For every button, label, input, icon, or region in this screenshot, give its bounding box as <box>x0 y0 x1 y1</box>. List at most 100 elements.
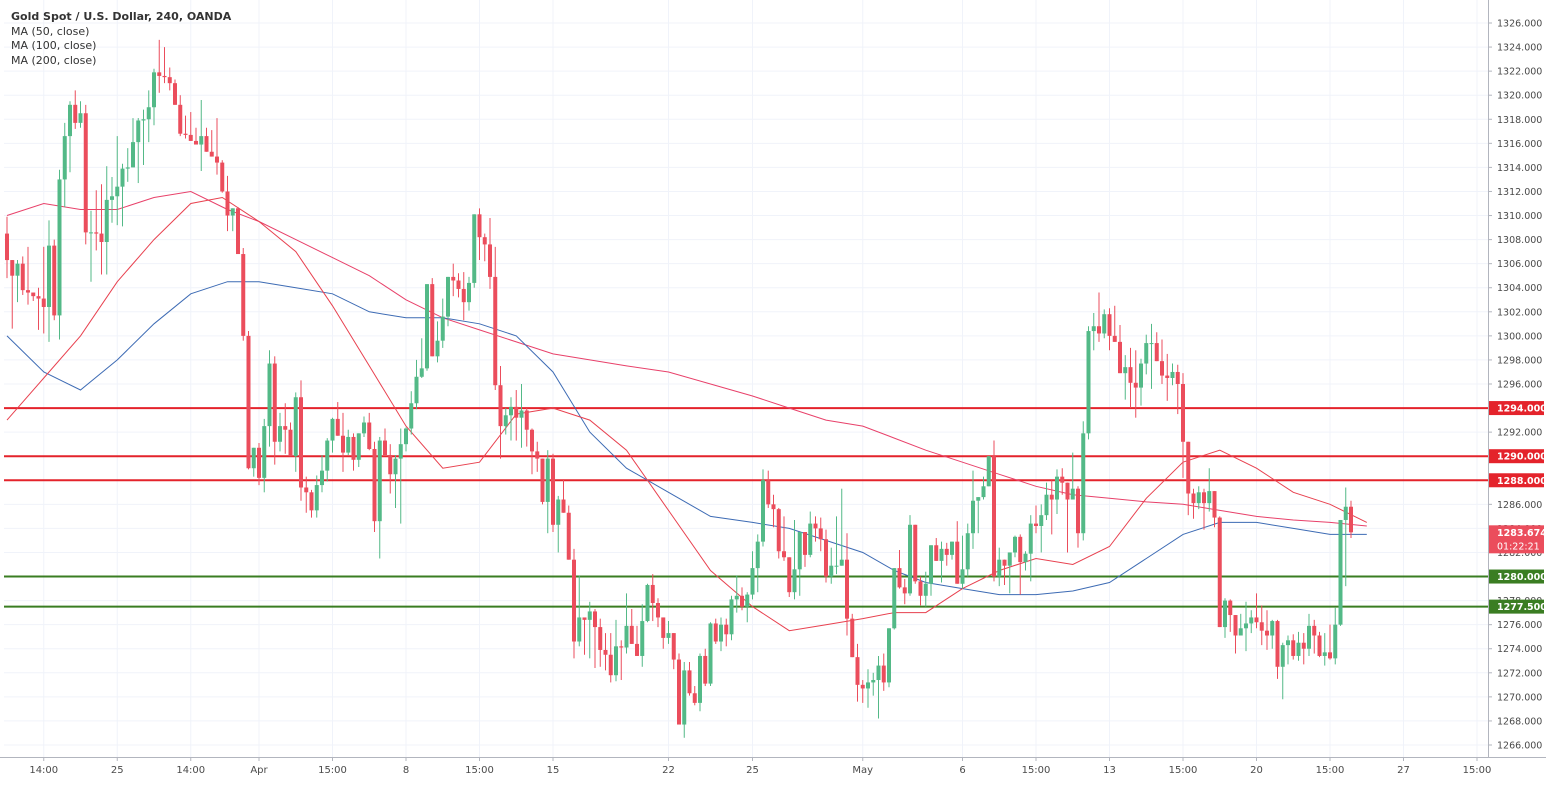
time-tick-label: 15:00 <box>465 765 494 776</box>
candle-body <box>902 587 907 594</box>
candle-body <box>1002 559 1007 566</box>
price-tick-label: 1304.000 <box>1497 283 1542 294</box>
candle-body <box>456 280 461 289</box>
candle-body <box>561 499 566 513</box>
candle-body <box>981 486 986 498</box>
candle-body <box>850 618 855 658</box>
candle-body <box>362 422 366 434</box>
candle-body <box>986 456 991 487</box>
last-price-badge[interactable] <box>1489 525 1544 554</box>
level-badge[interactable] <box>1489 401 1544 416</box>
candle-body <box>1081 433 1086 534</box>
level-badge[interactable] <box>1489 599 1544 614</box>
time-tick-label: 15:00 <box>1022 765 1051 776</box>
price-tick-label: 1324.000 <box>1497 43 1542 54</box>
candle-body <box>246 335 251 469</box>
candle-body <box>887 628 891 683</box>
time-tick-label: 22 <box>662 765 675 776</box>
candle-body <box>215 156 219 163</box>
candle-body <box>299 397 303 488</box>
candle-body <box>498 385 503 427</box>
level-badge-label: 1290.000 <box>1497 452 1546 463</box>
candle-body <box>325 440 330 471</box>
price-tick-label: 1266.000 <box>1497 741 1542 752</box>
candle-body <box>1233 615 1238 636</box>
candle-body <box>335 418 340 436</box>
candle-body <box>913 524 918 582</box>
candle-body <box>1207 491 1212 504</box>
candle-body <box>1228 600 1233 616</box>
candle-body <box>666 633 671 638</box>
candle-body <box>729 599 734 635</box>
price-tick-label: 1296.000 <box>1497 380 1542 391</box>
candle-body <box>383 440 387 455</box>
time-tick-label: 8 <box>403 765 409 776</box>
price-tick-label: 1302.000 <box>1497 307 1542 318</box>
candle-body <box>1170 371 1175 378</box>
candle-body <box>545 458 550 502</box>
indicator-ma200[interactable]: MA (200, close) <box>11 53 97 67</box>
candle-body <box>640 621 645 656</box>
candle-body <box>1091 326 1096 332</box>
price-tick-label: 1320.000 <box>1497 91 1542 102</box>
candle-body <box>918 581 923 596</box>
candle-body <box>535 451 540 459</box>
candle-body <box>514 406 519 418</box>
candle-body <box>776 509 781 552</box>
candle-body <box>1070 488 1075 500</box>
price-tick-label: 1312.000 <box>1497 187 1542 198</box>
candle-body <box>519 410 524 418</box>
candle-body <box>230 208 235 216</box>
candle-body <box>582 617 587 620</box>
candle-body <box>99 233 104 243</box>
candle-body <box>1034 523 1038 526</box>
time-axis[interactable]: 14:00 25 14:00 Apr 15:00 8 15:00 15 22 25 May 6 15:0… <box>0 757 1546 785</box>
candle-body <box>141 119 146 121</box>
level-badge-label: 1294.000 <box>1497 404 1546 415</box>
candle-body <box>839 559 844 566</box>
candle-body <box>929 545 933 584</box>
candle-body <box>178 104 183 134</box>
candle-body <box>367 422 372 449</box>
candle-body <box>955 541 960 584</box>
candle-body <box>624 625 629 648</box>
level-badge-label: 1288.000 <box>1497 476 1546 487</box>
candle-body <box>866 682 870 689</box>
candle-body <box>603 649 608 655</box>
candle-body <box>908 524 912 594</box>
candle-body <box>782 551 786 558</box>
candle-body <box>509 406 513 416</box>
indicator-ma100[interactable]: MA (100, close) <box>11 39 97 52</box>
level-badge[interactable] <box>1489 449 1544 464</box>
candle-body <box>89 232 93 234</box>
price-tick-label: 1326.000 <box>1497 19 1542 30</box>
candle-body <box>409 403 414 429</box>
candle-body <box>136 120 141 143</box>
candle-body <box>110 196 114 200</box>
indicator-ma50[interactable]: MA (50, close) <box>11 24 90 38</box>
price-axis[interactable]: 1266.000 1268.000 1270.000 1272.000 1274.000… <box>1488 0 1546 757</box>
candle-body <box>540 458 545 502</box>
candle-body <box>320 470 324 486</box>
candle-body <box>1013 536 1017 553</box>
candle-body <box>482 237 487 245</box>
candle-body <box>1144 343 1149 364</box>
candle-body <box>698 655 702 703</box>
candle-body <box>587 611 592 620</box>
candle-body <box>1244 623 1248 629</box>
level-badge[interactable] <box>1489 473 1544 488</box>
level-badge[interactable] <box>1489 569 1544 584</box>
candle-body <box>976 497 981 501</box>
candle-body <box>1349 506 1353 533</box>
price-tick-label: 1276.000 <box>1497 620 1542 631</box>
candle-body <box>745 594 750 607</box>
candle-body <box>750 568 755 595</box>
candle-body <box>1317 635 1322 656</box>
candle-body <box>719 624 723 642</box>
candle-body <box>1123 367 1128 374</box>
candle-body <box>703 655 708 684</box>
price-tick-label: 1300.000 <box>1497 331 1542 342</box>
candle-body <box>220 162 225 192</box>
price-tick-label: 1306.000 <box>1497 259 1542 270</box>
